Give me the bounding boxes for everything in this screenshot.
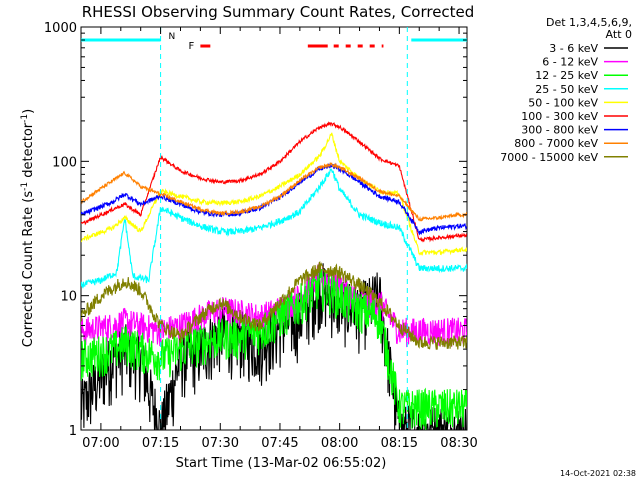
series-line-8: [81, 162, 467, 222]
series-line-7: [81, 162, 467, 236]
series-line-5: [81, 132, 467, 257]
flare-marker: F: [188, 41, 194, 52]
y-axis-label: Corrected Count Rate (s-1 detector-1): [20, 109, 36, 347]
legend-label-8: 800 - 7000 keV: [514, 137, 598, 150]
x-tick-label: 08:00: [321, 436, 358, 451]
series-layer: [81, 121, 467, 430]
legend-title-line2: Att 0: [606, 28, 632, 41]
legend-label-1: 3 - 6 keV: [549, 42, 598, 55]
legend-label-2: 6 - 12 keV: [542, 56, 598, 69]
x-axis-label: Start Time (13-Mar-02 06:55:02): [176, 456, 387, 471]
x-tick-label: 08:15: [381, 436, 418, 451]
legend-label-9: 7000 - 15000 keV: [500, 151, 598, 164]
legend-title-line1: Det 1,3,4,5,6,9,: [546, 16, 632, 29]
y-tick-label: 1000: [44, 21, 77, 36]
series-line-6: [81, 121, 467, 243]
chart-title: RHESSI Observing Summary Count Rates, Co…: [82, 3, 475, 21]
y-tick-label: 10: [60, 290, 77, 305]
y-tick-label: 100: [52, 155, 77, 170]
axis-layer: 07:00 07:15 07:30 07:45 08:00 08:15 08:30 1 10 10…: [44, 21, 478, 451]
overlay-layer: NF: [81, 27, 467, 430]
x-tick-label: 08:30: [440, 436, 477, 451]
legend-label-6: 100 - 300 keV: [521, 110, 598, 123]
series-line-4: [81, 168, 467, 289]
legend-label-4: 25 - 50 keV: [535, 83, 598, 96]
y-tick-label: 1: [69, 424, 77, 439]
legend-label-3: 12 - 25 keV: [535, 69, 598, 82]
plot-area-frame: [80, 26, 468, 431]
night-marker: N: [169, 32, 176, 42]
x-tick-label: 07:15: [142, 436, 179, 451]
x-tick-label: 07:00: [82, 436, 119, 451]
series-line-2: [81, 263, 467, 348]
x-tick-label: 07:45: [261, 436, 298, 451]
series-line-9: [81, 261, 467, 350]
legend-label-7: 300 - 800 keV: [521, 124, 598, 137]
footer-date: 14-Oct-2021 02:38: [560, 469, 636, 478]
legend-label-5: 50 - 100 keV: [528, 96, 598, 109]
x-tick-label: 07:30: [202, 436, 239, 451]
